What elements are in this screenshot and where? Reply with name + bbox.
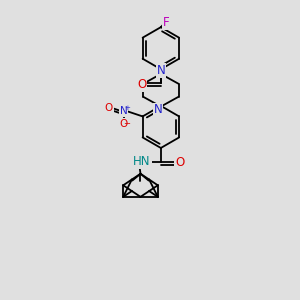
Text: O: O bbox=[137, 78, 146, 91]
Text: HN: HN bbox=[133, 155, 151, 168]
Text: O: O bbox=[175, 156, 184, 170]
Text: N: N bbox=[120, 106, 128, 116]
Text: +: + bbox=[124, 105, 130, 111]
Text: N: N bbox=[157, 64, 165, 77]
Text: −: − bbox=[124, 119, 130, 128]
Text: N: N bbox=[154, 103, 163, 116]
Text: F: F bbox=[163, 16, 169, 29]
Text: O: O bbox=[105, 103, 113, 113]
Text: O: O bbox=[119, 119, 128, 129]
